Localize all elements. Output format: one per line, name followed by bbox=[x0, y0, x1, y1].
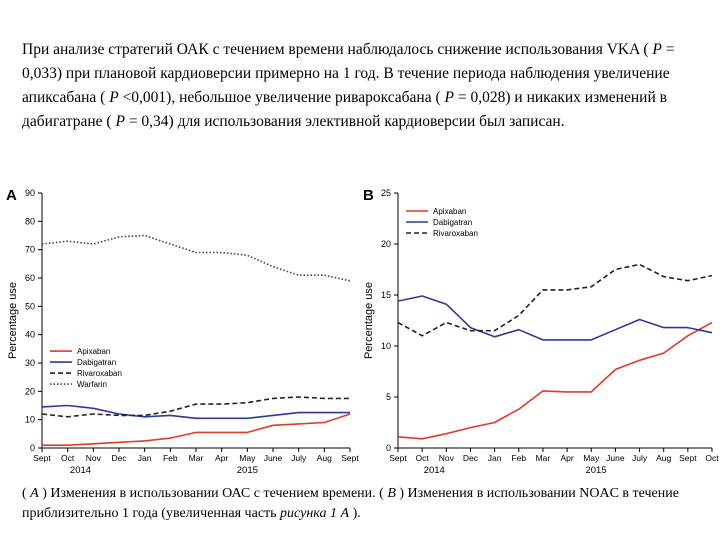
y-tick-label: 80 bbox=[25, 216, 35, 226]
x-tick-label: Nov bbox=[439, 453, 455, 463]
x-tick-label: Jan bbox=[138, 453, 152, 463]
year-label: 2015 bbox=[237, 465, 258, 476]
x-tick-label: Nov bbox=[86, 453, 102, 463]
y-tick-label: 40 bbox=[25, 330, 35, 340]
series-line-warfarin bbox=[41, 234, 351, 282]
x-tick-label: Feb bbox=[511, 453, 526, 463]
x-tick-label: June bbox=[264, 453, 283, 463]
chart-panel-a: A 0 10 20 30 40 50 60 70 80 90 Percentage use Sept Oc… bbox=[6, 187, 359, 476]
series-line-rivaroxaban bbox=[397, 263, 713, 337]
caption-run: ) Изменения в использовании NOAC в течен… bbox=[22, 486, 679, 521]
y-axis-label: Percentage use bbox=[7, 282, 19, 359]
x-tick-label: Sept bbox=[389, 453, 407, 463]
caption-run: ) Изменения в использовании ОАС с течени… bbox=[38, 486, 388, 501]
year-label: 2014 bbox=[70, 465, 91, 476]
y-tick-label: 70 bbox=[25, 245, 35, 255]
x-tick-label: Oct bbox=[416, 453, 430, 463]
x-tick-label: Aug bbox=[656, 453, 671, 463]
legend-label: Rivaroxaban bbox=[433, 229, 478, 238]
legend-label: Dabigatran bbox=[77, 358, 116, 367]
x-tick-label: Sept bbox=[679, 453, 697, 463]
series-line-dabigatran bbox=[397, 295, 713, 341]
y-tick-label: 10 bbox=[25, 415, 35, 425]
y-tick-label: 60 bbox=[25, 273, 35, 283]
year-label: 2015 bbox=[585, 465, 606, 476]
y-tick-label: 0 bbox=[386, 443, 391, 453]
paragraph-run: = 0,028) и никаких изменений в дабигатра… bbox=[22, 89, 667, 130]
series-line-rivaroxaban bbox=[41, 396, 350, 418]
x-tick-label: Sept bbox=[33, 453, 51, 463]
legend: Apixaban Dabigatran Rivaroxaban bbox=[406, 207, 478, 238]
year-label: 2014 bbox=[424, 465, 445, 476]
series-line-apixaban bbox=[42, 413, 351, 447]
legend-label: Dabigatran bbox=[433, 218, 472, 227]
paragraph-run: P bbox=[115, 113, 125, 130]
legend-label: Apixaban bbox=[77, 347, 110, 356]
x-tick-label: Mar bbox=[536, 453, 551, 463]
x-tick-label: Feb bbox=[163, 453, 178, 463]
y-tick-label: 90 bbox=[25, 188, 35, 198]
y-tick-label: 50 bbox=[25, 301, 35, 311]
caption-run: рисунка 1 А bbox=[280, 506, 350, 521]
figure-caption: ( A ) Изменения в использовании ОАС с те… bbox=[22, 484, 702, 524]
x-tick-label: Jan bbox=[488, 453, 502, 463]
panel-label: B bbox=[363, 187, 374, 204]
chart-panel-b: B 0 5 10 15 20 25 Percentage use Sept Oct Nov Dec Ja… bbox=[363, 187, 719, 476]
series-line-dabigatran bbox=[41, 404, 350, 420]
legend-label: Apixaban bbox=[433, 207, 466, 216]
legend-label: Rivaroxaban bbox=[77, 369, 122, 378]
y-axis-label: Percentage use bbox=[363, 282, 375, 359]
x-tick-label: June bbox=[606, 453, 625, 463]
caption-run: ( bbox=[22, 486, 31, 501]
paragraph-run: = 0,34) для использования элективной кар… bbox=[124, 113, 565, 130]
y-tick-label: 30 bbox=[25, 358, 35, 368]
intro-paragraph: При анализе стратегий ОАК с течением вре… bbox=[22, 38, 702, 134]
paragraph-run: P bbox=[109, 89, 119, 106]
x-tick-label: July bbox=[291, 453, 307, 463]
x-tick-label: Apr bbox=[215, 453, 228, 463]
paragraph-run: При анализе стратегий ОАК с течением вре… bbox=[22, 41, 653, 58]
caption-run: ). bbox=[349, 506, 361, 521]
y-tick-label: 25 bbox=[381, 188, 391, 198]
paragraph-run: P bbox=[444, 89, 454, 106]
caption-run: B bbox=[387, 486, 396, 501]
x-tick-label: Apr bbox=[560, 453, 573, 463]
series-line-apixaban bbox=[397, 321, 713, 440]
panel-label: A bbox=[6, 187, 17, 204]
x-tick-label: Dec bbox=[111, 453, 127, 463]
paragraph-run: = 0,033) при плановой кардиоверсии приме… bbox=[22, 41, 675, 106]
legend: Apixaban Dabigatran Rivaroxaban Warfarin bbox=[50, 347, 122, 389]
paragraph-run: P bbox=[652, 41, 662, 58]
x-tick-label: July bbox=[632, 453, 648, 463]
x-tick-label: Sept bbox=[341, 453, 359, 463]
x-tick-label: Oct bbox=[705, 453, 719, 463]
caption-run: A bbox=[30, 486, 39, 501]
paragraph-run: <0,001), небольшое увеличение ривароксаб… bbox=[118, 89, 445, 106]
x-tick-label: May bbox=[583, 453, 600, 463]
y-tick-label: 15 bbox=[381, 290, 391, 300]
x-tick-label: Mar bbox=[189, 453, 204, 463]
y-tick-label: 0 bbox=[30, 443, 35, 453]
y-tick-label: 5 bbox=[386, 392, 391, 402]
legend-label: Warfarin bbox=[77, 380, 107, 389]
y-tick-label: 20 bbox=[381, 239, 391, 249]
x-tick-label: Aug bbox=[317, 453, 332, 463]
x-tick-label: Oct bbox=[61, 453, 75, 463]
y-tick-label: 10 bbox=[381, 341, 391, 351]
x-tick-label: Dec bbox=[463, 453, 479, 463]
x-tick-label: May bbox=[239, 453, 256, 463]
y-tick-label: 20 bbox=[25, 386, 35, 396]
